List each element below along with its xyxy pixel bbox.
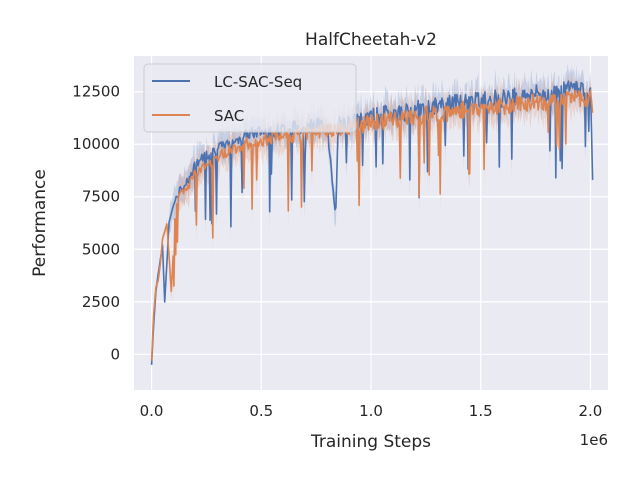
band-0 — [151, 63, 593, 369]
chart-title: HalfCheetah-v2 — [305, 30, 437, 50]
y-tick-labels: 0 2500 5000 7500 10000 12500 — [72, 83, 120, 364]
y-tick-label: 10000 — [72, 135, 120, 153]
y-tick-label: 0 — [110, 345, 120, 363]
legend: LC-SAC-Seq SAC — [143, 63, 357, 133]
x-tick-label: 2.0 — [579, 402, 603, 420]
y-tick-label: 7500 — [82, 188, 120, 206]
legend-label-lc-sac-seq: LC-SAC-Seq — [214, 73, 302, 91]
x-tick-label: 0.5 — [249, 402, 273, 420]
x-axis-label: Training Steps — [310, 432, 431, 452]
series-line-1 — [150, 89, 594, 361]
y-tick-label: 12500 — [72, 83, 120, 101]
x-offset-label: 1e6 — [580, 431, 608, 449]
y-tick-label: 5000 — [82, 240, 120, 258]
x-tick-label: 0.0 — [140, 402, 164, 420]
legend-box — [143, 63, 357, 133]
x-tick-label: 1.5 — [469, 402, 493, 420]
y-tick-label: 2500 — [82, 293, 120, 311]
legend-label-sac: SAC — [214, 107, 244, 125]
x-tick-label: 1.0 — [359, 402, 383, 420]
y-axis-label: Performance — [30, 169, 50, 277]
x-tick-labels: 0.0 0.5 1.0 1.5 2.0 — [140, 402, 603, 420]
series-lines — [150, 80, 594, 365]
